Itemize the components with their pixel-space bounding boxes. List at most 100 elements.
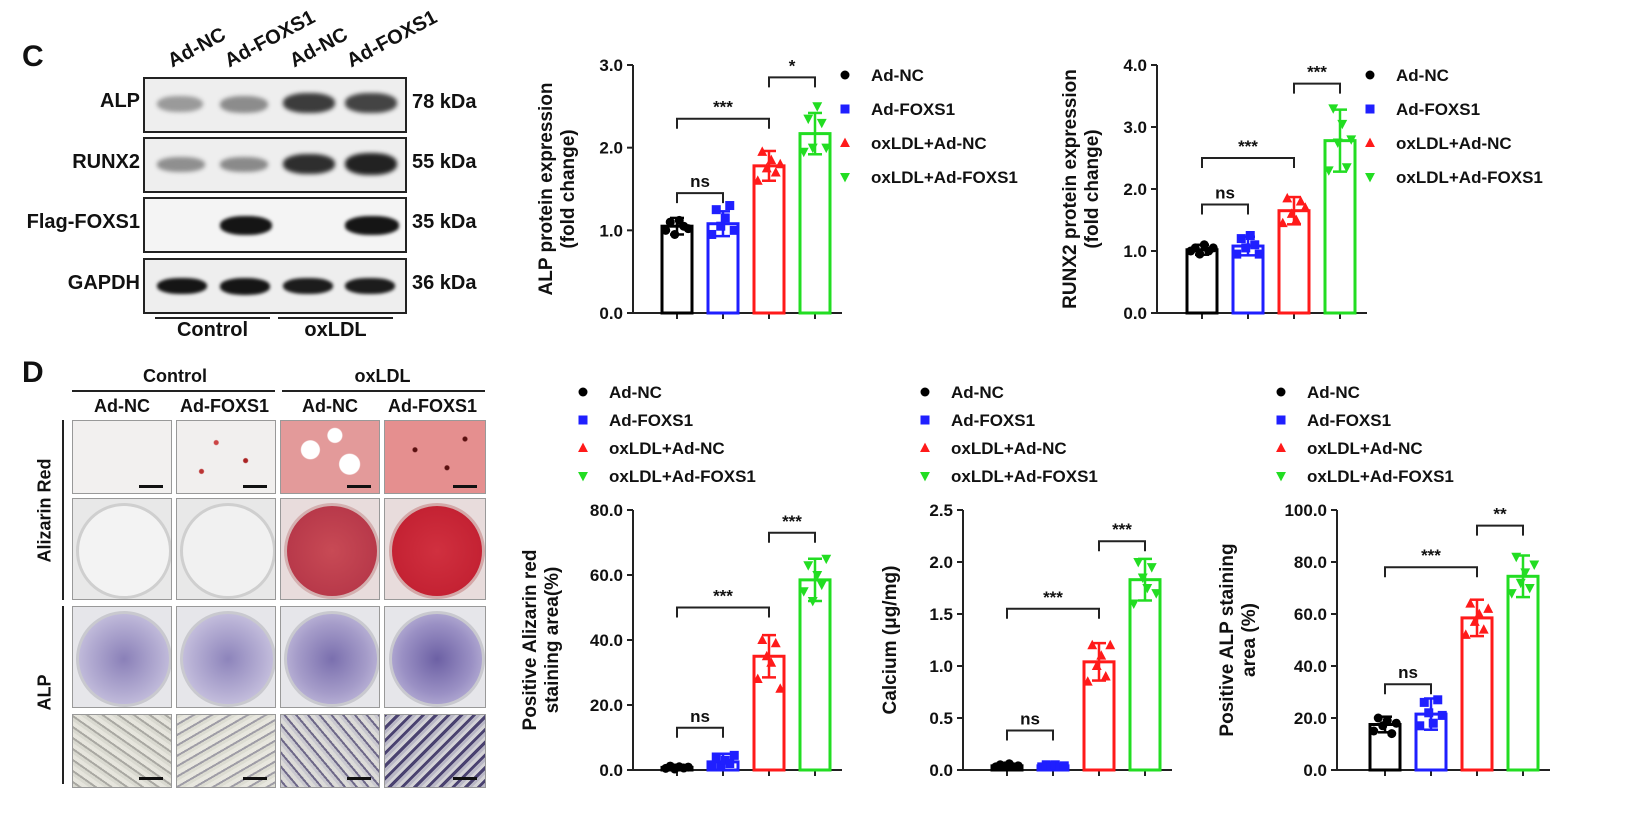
- y-tick-label: 2.0: [599, 139, 623, 158]
- data-point: [1282, 192, 1293, 203]
- data-point: [707, 760, 717, 770]
- y-tick-label: 1.0: [929, 657, 953, 676]
- significance-label: ***: [1307, 63, 1327, 82]
- significance-label: ns: [690, 707, 710, 726]
- scale-bar: [453, 777, 477, 780]
- alp-well-4: [384, 606, 486, 708]
- scale-bar: [347, 485, 371, 488]
- data-point: [761, 650, 772, 661]
- band: [220, 96, 268, 113]
- blot-row-label-runx2: RUNX2: [72, 151, 140, 173]
- data-point: [775, 158, 786, 169]
- alizarin-well-2: [176, 498, 276, 600]
- y-tick-label: 4.0: [1123, 56, 1147, 75]
- y-tick-label: 1.5: [929, 605, 953, 624]
- data-point: [807, 596, 818, 607]
- significance-label: ***: [1112, 520, 1132, 539]
- data-point: [1428, 718, 1438, 728]
- significance-bracket: [1098, 540, 1146, 552]
- data-point: [1332, 138, 1343, 148]
- dish: [180, 503, 275, 599]
- bar-oxldl-ad-foxs1: [1128, 578, 1162, 772]
- alizarin-well-1: [72, 498, 172, 600]
- legend-label: Ad-FOXS1: [1396, 100, 1480, 119]
- row-line-alizarin: [62, 420, 64, 600]
- alizarin-well-4: [384, 498, 486, 600]
- band: [220, 278, 270, 295]
- data-point: [757, 634, 768, 645]
- scale-bar: [347, 777, 371, 780]
- legend-marker: [920, 387, 930, 397]
- significance-label: **: [1493, 505, 1507, 524]
- data-point: [1323, 166, 1334, 176]
- data-point: [720, 213, 730, 223]
- data-point: [711, 205, 721, 215]
- band: [157, 278, 207, 294]
- group-line-control: [155, 317, 270, 319]
- alp-micro-3: [280, 714, 380, 788]
- scale-bar: [139, 485, 163, 488]
- data-point: [1208, 243, 1218, 253]
- blot-runx2: [143, 137, 407, 193]
- legend-marker: [840, 104, 850, 114]
- legend-marker: [578, 442, 588, 453]
- data-point: [1474, 608, 1485, 619]
- data-point: [812, 102, 823, 112]
- alp-well-2: [176, 606, 276, 708]
- data-point: [798, 147, 809, 158]
- legend-label: Ad-NC: [1396, 66, 1449, 85]
- legend-label: oxLDL+Ad-FOXS1: [951, 467, 1098, 486]
- blot-row-label-alp: ALP: [100, 90, 140, 112]
- legend-marker: [578, 471, 588, 482]
- data-point: [1096, 650, 1107, 660]
- dish: [76, 503, 171, 599]
- band: [345, 93, 397, 113]
- d-col-label-3: Ad-NC: [302, 396, 358, 416]
- significance-bracket: [768, 531, 816, 543]
- data-point: [1091, 660, 1102, 671]
- alizarin-micro-2: [176, 420, 276, 494]
- kda-runx2: 55 kDa: [412, 151, 477, 173]
- bar-ad-nc: [660, 224, 694, 315]
- data-point: [1105, 639, 1116, 650]
- significance-bracket: [1006, 729, 1054, 741]
- legend-label: oxLDL+Ad-NC: [951, 439, 1067, 458]
- blot-row-label-flag: Flag-FOXS1: [26, 211, 140, 233]
- data-point: [1199, 240, 1209, 250]
- data-point: [1529, 560, 1540, 570]
- data-point: [711, 752, 721, 762]
- data-point: [670, 229, 680, 239]
- y-tick-label: 0.0: [1123, 304, 1147, 323]
- y-tick-label: 80.0: [590, 501, 623, 520]
- legend-marker: [840, 172, 850, 183]
- dish: [180, 611, 275, 707]
- data-point: [1328, 104, 1339, 114]
- significance-bracket: [1201, 203, 1249, 215]
- band: [283, 278, 333, 294]
- data-point: [821, 143, 832, 154]
- alp-micro-1: [72, 714, 172, 788]
- band: [345, 216, 399, 235]
- bar-oxldl-ad-nc: [752, 164, 786, 315]
- data-point: [1483, 603, 1494, 613]
- y-tick-label: 0.0: [599, 304, 623, 323]
- dish: [389, 611, 485, 707]
- data-point: [1433, 695, 1443, 705]
- bar-oxldl-ad-foxs1: [1506, 574, 1540, 772]
- y-axis-label: RUNX2 protein expression: [1060, 69, 1081, 309]
- band: [345, 278, 395, 294]
- significance-bracket: [1384, 566, 1478, 578]
- significance-bracket: [1201, 157, 1295, 168]
- data-point: [803, 114, 814, 125]
- group-label-oxldl: oxLDL: [304, 319, 367, 341]
- legend-label: oxLDL+Ad-NC: [609, 439, 725, 458]
- y-axis-label: ALP protein expression: [536, 83, 557, 296]
- dish: [284, 611, 379, 707]
- data-point: [725, 759, 735, 768]
- d-group-line-oxldl: [282, 390, 485, 392]
- y-tick-label: 20.0: [590, 696, 623, 715]
- bar-oxldl-ad-nc: [1460, 616, 1494, 772]
- data-point: [1460, 629, 1471, 639]
- legend-marker: [578, 387, 588, 397]
- bar-oxldl-ad-foxs1: [798, 578, 832, 772]
